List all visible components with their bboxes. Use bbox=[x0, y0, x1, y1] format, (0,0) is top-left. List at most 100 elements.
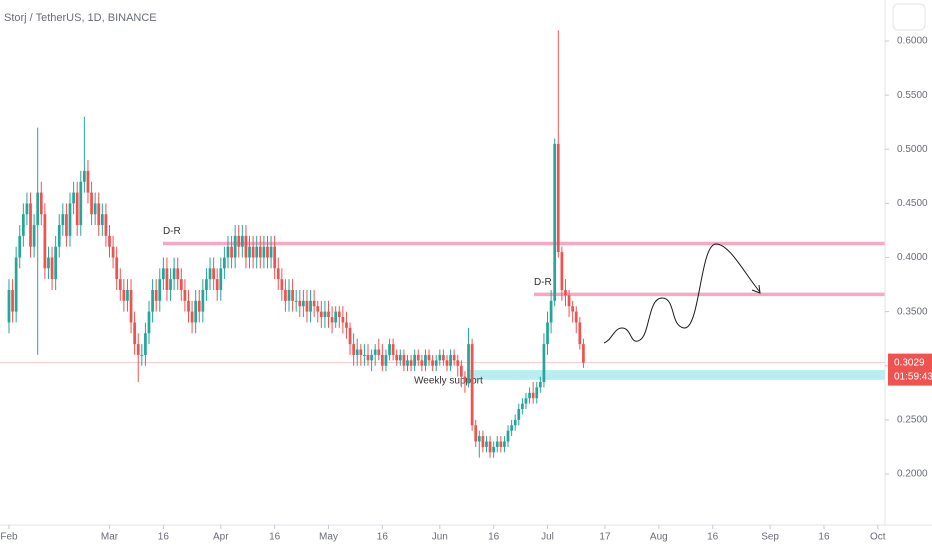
candle-body bbox=[302, 300, 305, 307]
candle-body bbox=[212, 268, 215, 280]
candle-body bbox=[57, 225, 61, 247]
candle-body bbox=[262, 246, 266, 258]
candle-body bbox=[359, 349, 363, 355]
candle-body bbox=[553, 143, 557, 301]
candle-body bbox=[104, 214, 108, 236]
candle-body bbox=[154, 289, 158, 301]
candle-body bbox=[337, 311, 341, 318]
y-tick-label: 0.6000 bbox=[897, 36, 928, 47]
candle-body bbox=[205, 279, 208, 290]
candle-body bbox=[111, 246, 115, 258]
candle-body bbox=[535, 387, 539, 399]
x-tick-label: 16 bbox=[488, 532, 500, 543]
x-tick-label: 16 bbox=[818, 532, 830, 543]
candle-body bbox=[309, 300, 312, 312]
candle-body bbox=[144, 333, 147, 355]
candle-body bbox=[284, 289, 287, 301]
candle-body bbox=[47, 257, 50, 269]
candle-body bbox=[528, 392, 531, 399]
candle-body bbox=[61, 214, 65, 226]
candle-body bbox=[456, 360, 460, 366]
candle-body bbox=[546, 322, 549, 345]
x-tick-label: Jun bbox=[432, 532, 448, 543]
candle-body bbox=[14, 257, 18, 312]
candle-body bbox=[237, 235, 241, 247]
candle-body bbox=[65, 214, 68, 236]
projection-arrowhead bbox=[751, 284, 761, 294]
candle-body bbox=[187, 300, 190, 312]
candle-body bbox=[190, 311, 194, 323]
candle-body bbox=[334, 311, 338, 323]
candle-body bbox=[276, 268, 280, 280]
candle-body bbox=[68, 203, 72, 236]
candle-body bbox=[564, 289, 567, 296]
candle-body bbox=[25, 203, 29, 215]
candle-body bbox=[470, 344, 474, 426]
candle-body bbox=[567, 295, 571, 307]
candle-body bbox=[115, 257, 119, 280]
candle-body bbox=[521, 403, 524, 410]
candle-body bbox=[201, 289, 205, 312]
candle-body bbox=[194, 300, 198, 323]
candle-body bbox=[316, 306, 320, 312]
candle-body bbox=[395, 354, 399, 361]
candle-body bbox=[416, 354, 420, 361]
candle-body bbox=[549, 300, 553, 323]
level-label: D-R bbox=[163, 226, 181, 237]
candle-body bbox=[363, 354, 366, 356]
candle-body bbox=[255, 246, 259, 258]
candle-body bbox=[230, 246, 233, 258]
settings-box[interactable] bbox=[892, 3, 926, 31]
candle-body bbox=[251, 246, 255, 258]
candle-body bbox=[377, 349, 381, 355]
candle-body bbox=[165, 268, 169, 290]
candle-body bbox=[391, 344, 395, 355]
candle-body bbox=[305, 300, 309, 312]
candle-body bbox=[542, 344, 546, 382]
candle-body bbox=[427, 354, 431, 361]
candle-body bbox=[169, 279, 172, 290]
candle-body bbox=[431, 360, 434, 366]
candle-body bbox=[495, 441, 499, 447]
candle-body bbox=[183, 289, 187, 301]
candle-body bbox=[556, 143, 560, 253]
x-tick-label: Oct bbox=[870, 532, 886, 543]
candle-body bbox=[413, 354, 417, 366]
candle-body bbox=[503, 441, 506, 447]
projection-curve bbox=[603, 243, 761, 344]
level-label: D-R bbox=[534, 277, 552, 288]
candle-body bbox=[574, 311, 578, 323]
candle-body bbox=[298, 300, 302, 307]
candle-body bbox=[133, 322, 136, 345]
candle-body bbox=[424, 354, 427, 366]
candle-body bbox=[266, 246, 269, 258]
x-tick-label: 16 bbox=[377, 532, 389, 543]
candle-body bbox=[126, 289, 129, 301]
y-tick-label: 0.5500 bbox=[897, 90, 928, 101]
candle-body bbox=[151, 289, 154, 312]
candle-body bbox=[506, 430, 510, 442]
candle-body bbox=[11, 289, 14, 312]
candle-body bbox=[402, 354, 406, 366]
plot-area: Weekly support D-R D-R bbox=[0, 30, 885, 458]
candle-body bbox=[93, 203, 97, 215]
candle-body bbox=[319, 311, 323, 318]
candle-body bbox=[517, 409, 521, 420]
candle-body bbox=[269, 246, 273, 258]
candle-body bbox=[488, 441, 492, 453]
candle-body bbox=[215, 279, 219, 290]
x-tick-label: Apr bbox=[213, 532, 229, 543]
candle-body bbox=[474, 425, 478, 442]
candle-body bbox=[294, 300, 298, 302]
candle-body bbox=[7, 289, 11, 323]
price-badge-value: 0.3029 bbox=[894, 357, 925, 368]
y-tick-label: 0.5000 bbox=[897, 144, 928, 155]
candle-body bbox=[463, 376, 467, 382]
x-tick-label: Sep bbox=[761, 532, 779, 543]
candle-body bbox=[352, 344, 356, 355]
y-tick-label: 0.4000 bbox=[897, 252, 928, 263]
candle-body bbox=[208, 268, 212, 280]
x-tick-label: 16 bbox=[707, 532, 719, 543]
x-tick-label: Aug bbox=[650, 532, 668, 543]
candle-body bbox=[233, 235, 237, 258]
